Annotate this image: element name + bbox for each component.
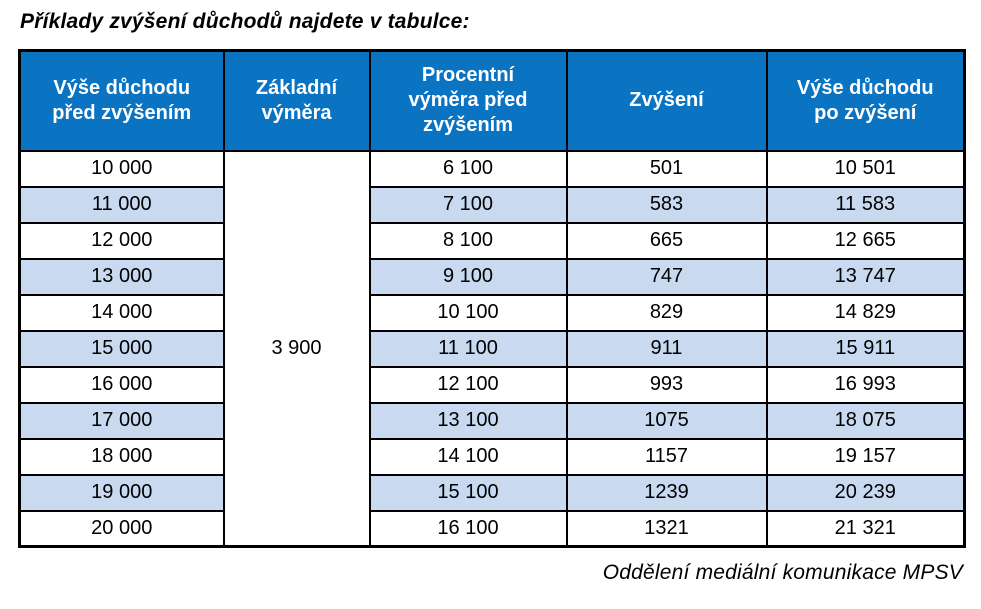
cell-amount-after: 11 583 bbox=[765, 185, 966, 224]
table-body: 10 000 3 900 6 100 501 10 501 11 000 7 100 583 1… bbox=[18, 149, 966, 548]
cell-base-amount: 3 900 bbox=[222, 149, 371, 548]
cell-amount-before: 13 000 bbox=[18, 257, 225, 296]
table-row: 18 000 14 100 1157 19 157 bbox=[18, 437, 966, 476]
cell-increase: 829 bbox=[565, 293, 768, 332]
cell-percent-before: 10 100 bbox=[368, 293, 568, 332]
cell-amount-before: 11 000 bbox=[18, 185, 225, 224]
cell-percent-before: 8 100 bbox=[368, 221, 568, 260]
table-row: 10 000 3 900 6 100 501 10 501 bbox=[18, 149, 966, 548]
cell-amount-after: 16 993 bbox=[765, 365, 966, 404]
cell-percent-before: 13 100 bbox=[368, 401, 568, 440]
cell-amount-before: 17 000 bbox=[18, 401, 225, 440]
pension-increase-table: Výše důchodu před zvýšením Základní výměra P… bbox=[18, 49, 966, 548]
cell-increase: 911 bbox=[565, 329, 768, 368]
cell-amount-after: 18 075 bbox=[765, 401, 966, 440]
cell-amount-after: 12 665 bbox=[765, 221, 966, 260]
cell-amount-before: 14 000 bbox=[18, 293, 225, 332]
cell-amount-after: 19 157 bbox=[765, 437, 966, 476]
cell-percent-before: 12 100 bbox=[368, 365, 568, 404]
cell-increase: 665 bbox=[565, 221, 768, 260]
cell-amount-before: 18 000 bbox=[18, 437, 225, 476]
column-header-3: Procentní výměra před zvýšením bbox=[368, 49, 568, 152]
table-header: Výše důchodu před zvýšením Základní výměra P… bbox=[18, 49, 966, 152]
table-row: 14 000 10 100 829 14 829 bbox=[18, 293, 966, 332]
cell-amount-before: 12 000 bbox=[18, 221, 225, 260]
cell-percent-before: 16 100 bbox=[368, 509, 568, 548]
cell-percent-before: 14 100 bbox=[368, 437, 568, 476]
table-row: 11 000 7 100 583 11 583 bbox=[18, 185, 966, 224]
cell-amount-after: 20 239 bbox=[765, 473, 966, 512]
cell-increase: 747 bbox=[565, 257, 768, 296]
cell-amount-after: 21 321 bbox=[765, 509, 966, 548]
cell-percent-before: 9 100 bbox=[368, 257, 568, 296]
column-header-4: Zvýšení bbox=[565, 49, 768, 152]
cell-amount-before: 20 000 bbox=[18, 509, 225, 548]
cell-increase: 1075 bbox=[565, 401, 768, 440]
cell-percent-before: 11 100 bbox=[368, 329, 568, 368]
cell-increase: 501 bbox=[565, 149, 768, 188]
cell-amount-before: 19 000 bbox=[18, 473, 225, 512]
footer-credit: Oddělení mediální komunikace MPSV bbox=[602, 561, 963, 584]
cell-percent-before: 15 100 bbox=[368, 473, 568, 512]
cell-amount-before: 16 000 bbox=[18, 365, 225, 404]
cell-increase: 1239 bbox=[565, 473, 768, 512]
cell-amount-after: 15 911 bbox=[765, 329, 966, 368]
column-header-2: Základní výměra bbox=[222, 49, 371, 152]
table-row: 16 000 12 100 993 16 993 bbox=[18, 365, 966, 404]
cell-amount-before: 10 000 bbox=[18, 149, 225, 188]
page-title: Příklady zvýšení důchodů najdete v tabul… bbox=[20, 10, 470, 33]
cell-increase: 1157 bbox=[565, 437, 768, 476]
table-row: 20 000 16 100 1321 21 321 bbox=[18, 509, 966, 548]
cell-amount-after: 13 747 bbox=[765, 257, 966, 296]
cell-percent-before: 7 100 bbox=[368, 185, 568, 224]
cell-percent-before: 6 100 bbox=[368, 149, 568, 188]
cell-amount-before: 15 000 bbox=[18, 329, 225, 368]
table-row: 17 000 13 100 1075 18 075 bbox=[18, 401, 966, 440]
table-row: 19 000 15 100 1239 20 239 bbox=[18, 473, 966, 512]
column-header-5: Výše důchodu po zvýšení bbox=[765, 49, 966, 152]
cell-increase: 1321 bbox=[565, 509, 768, 548]
column-header-1: Výše důchodu před zvýšením bbox=[18, 49, 225, 152]
cell-increase: 583 bbox=[565, 185, 768, 224]
table-row: 12 000 8 100 665 12 665 bbox=[18, 221, 966, 260]
cell-amount-after: 14 829 bbox=[765, 293, 966, 332]
cell-amount-after: 10 501 bbox=[765, 149, 966, 188]
cell-increase: 993 bbox=[565, 365, 768, 404]
table-row: 15 000 11 100 911 15 911 bbox=[18, 329, 966, 368]
table-row: 13 000 9 100 747 13 747 bbox=[18, 257, 966, 296]
table-header-row: Výše důchodu před zvýšením Základní výměra P… bbox=[18, 49, 966, 152]
